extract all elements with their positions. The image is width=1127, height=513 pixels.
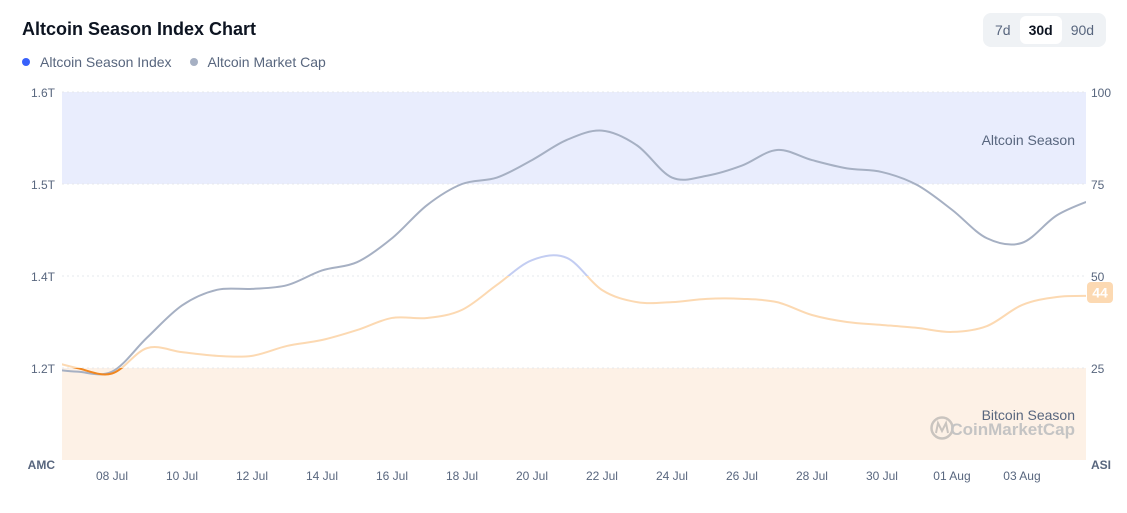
x-tick-label: 26 Jul	[726, 469, 758, 483]
right-tick-label: 75	[1091, 178, 1105, 192]
left-tick-label: 1.5T	[31, 178, 56, 192]
left-tick-label: 1.2T	[31, 362, 56, 376]
x-tick-label: 14 Jul	[306, 469, 338, 483]
x-tick-label: 08 Jul	[96, 469, 128, 483]
altcoin-season-label: Altcoin Season	[982, 132, 1075, 148]
x-tick-label: 18 Jul	[446, 469, 478, 483]
right-tick-label: 25	[1091, 362, 1105, 376]
left-axis-label: AMC	[28, 458, 56, 472]
legend-label: Altcoin Season Index	[40, 54, 172, 70]
x-tick-label: 20 Jul	[516, 469, 548, 483]
bitcoin-season-label: Bitcoin Season	[982, 407, 1075, 423]
legend: Altcoin Season Index Altcoin Market Cap	[22, 54, 326, 70]
season-index-line	[62, 254, 1086, 376]
x-tick-label: 03 Aug	[1003, 469, 1040, 483]
coinmarketcap-logo-icon	[930, 416, 954, 440]
x-tick-label: 24 Jul	[656, 469, 688, 483]
x-tick-label: 01 Aug	[933, 469, 970, 483]
x-tick-label: 10 Jul	[166, 469, 198, 483]
latest-value: 44	[1092, 285, 1108, 301]
x-tick-label: 22 Jul	[586, 469, 618, 483]
left-tick-label: 1.4T	[31, 270, 56, 284]
right-tick-label: 50	[1091, 270, 1105, 284]
right-tick-label: 100	[1091, 86, 1111, 100]
left-tick-label: 1.6T	[31, 86, 56, 100]
legend-item-market-cap[interactable]: Altcoin Market Cap	[189, 54, 326, 70]
watermark: CoinMarketCap	[950, 420, 1075, 439]
legend-item-index[interactable]: Altcoin Season Index	[22, 54, 172, 70]
x-tick-label: 28 Jul	[796, 469, 828, 483]
latest-value-badge: 44	[1087, 282, 1113, 303]
legend-dot-icon	[22, 58, 30, 66]
time-range-selector: 7d 30d 90d	[983, 13, 1107, 47]
legend-dot-icon	[189, 58, 198, 66]
chart-title: Altcoin Season Index Chart	[22, 19, 257, 39]
x-tick-label: 30 Jul	[866, 469, 898, 483]
x-tick-label: 16 Jul	[376, 469, 408, 483]
legend-label: Altcoin Market Cap	[207, 54, 326, 70]
right-axis-label: ASI	[1091, 458, 1111, 472]
range-7d-button[interactable]: 7d	[995, 22, 1011, 38]
market-cap-line	[62, 129, 1086, 376]
range-30d-button[interactable]: 30d	[1019, 16, 1062, 44]
x-tick-label: 12 Jul	[236, 469, 268, 483]
bitcoin-season-band	[62, 368, 1086, 460]
range-90d-button[interactable]: 90d	[1070, 22, 1095, 38]
